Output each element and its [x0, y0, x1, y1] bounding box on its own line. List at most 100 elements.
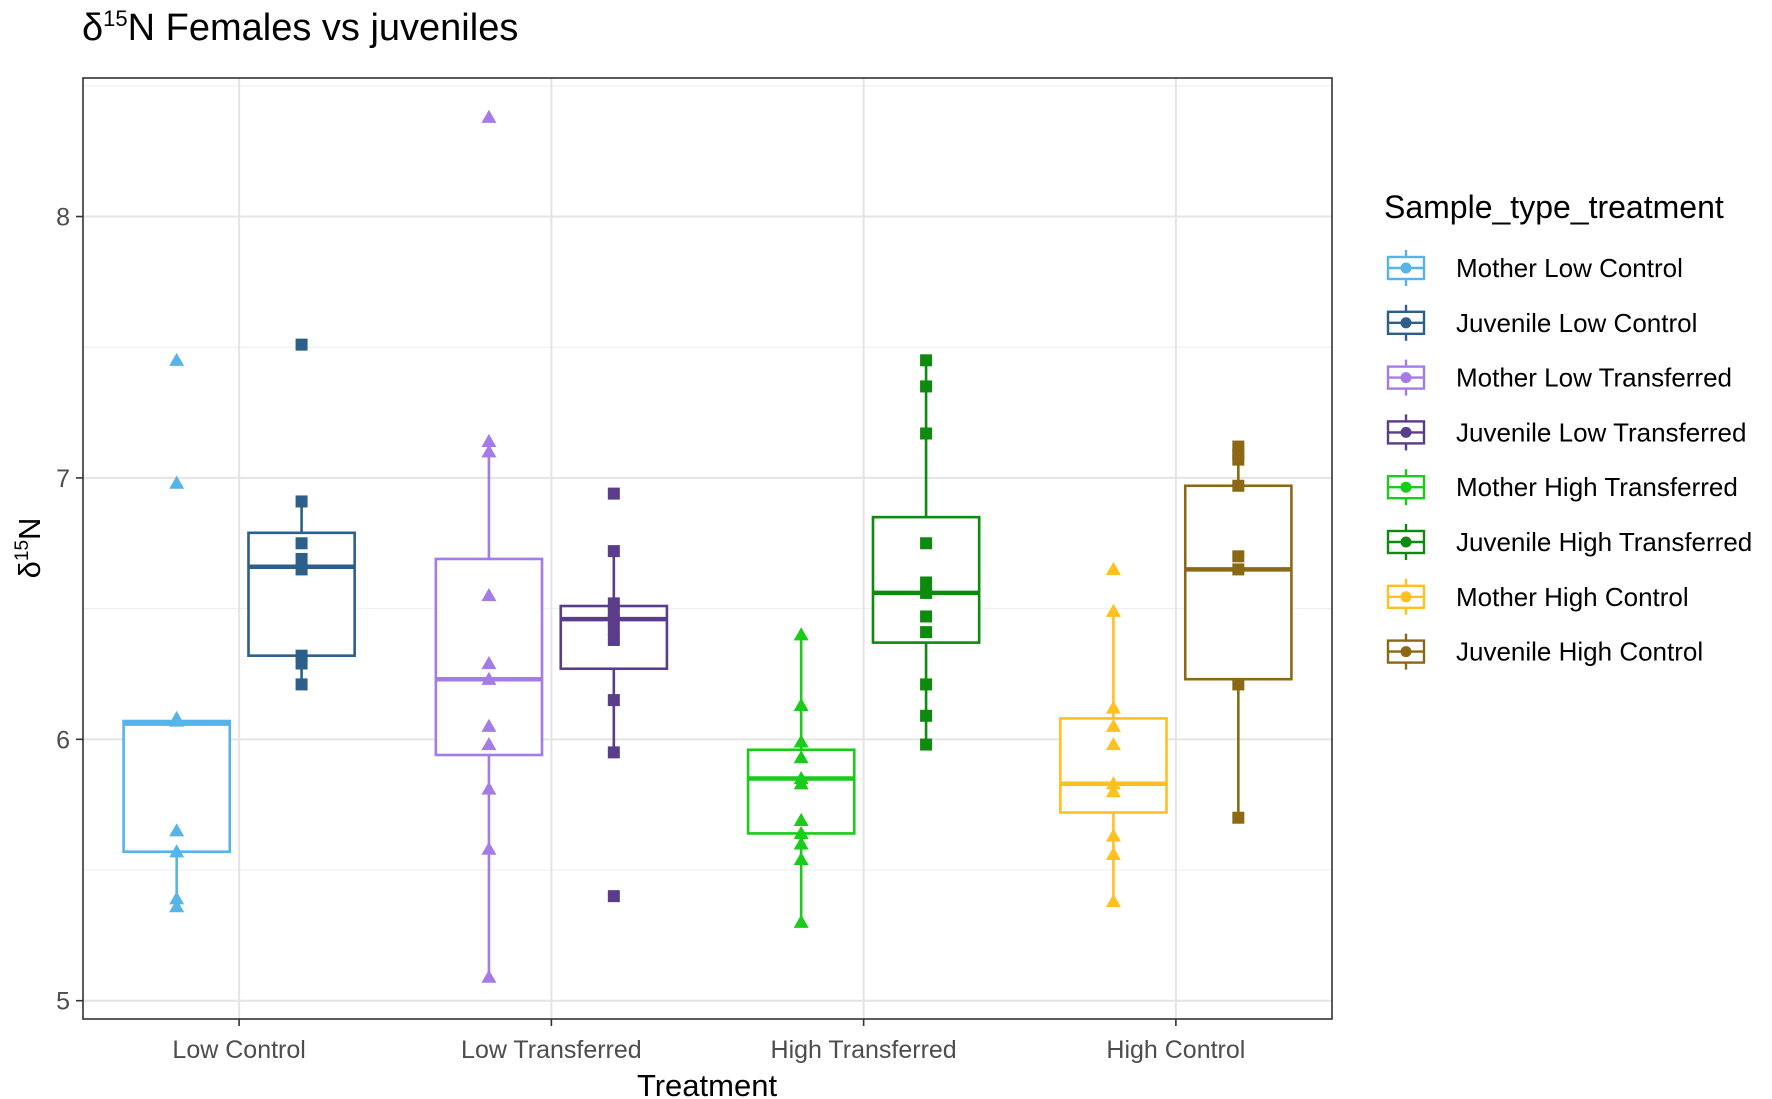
legend-label: Mother High Transferred: [1456, 472, 1738, 502]
legend-key-dot: [1400, 372, 1412, 384]
data-point: [481, 656, 497, 670]
y-tick-label: 5: [56, 988, 70, 1016]
legend-key-dot: [1400, 426, 1412, 438]
data-point: [169, 844, 185, 858]
data-point: [607, 746, 620, 759]
data-point: [481, 781, 497, 795]
data-point: [481, 433, 497, 447]
chart-title-delta: δ: [82, 7, 103, 49]
point-layer: [169, 109, 1245, 983]
data-point: [920, 537, 933, 550]
data-point: [607, 694, 620, 707]
data-point: [169, 713, 185, 727]
data-point: [481, 841, 497, 855]
y-tick-label: 8: [56, 204, 70, 232]
legend-key-dot: [1400, 481, 1412, 493]
x-tick-label: High Control: [1106, 1036, 1245, 1064]
data-point: [793, 776, 809, 790]
data-point: [607, 623, 620, 636]
y-axis-title-superscript: 15: [12, 540, 33, 561]
chart-title-superscript: 15: [103, 6, 127, 31]
data-point: [607, 487, 620, 500]
plot-panel-border: [82, 77, 1333, 1020]
data-point: [295, 495, 308, 508]
data-point: [920, 738, 933, 751]
data-point: [1232, 678, 1245, 691]
box-iqr: [1059, 717, 1168, 814]
legend-label: Juvenile High Transferred: [1456, 527, 1752, 557]
data-point: [1105, 603, 1121, 617]
data-point: [793, 697, 809, 711]
data-point: [481, 444, 497, 458]
legend-label: Mother Low Transferred: [1456, 363, 1732, 393]
data-point: [607, 613, 620, 626]
x-tick-label: High Transferred: [771, 1036, 957, 1064]
legend-key-dot: [1400, 317, 1412, 329]
data-point: [481, 588, 497, 602]
data-point: [1105, 737, 1121, 751]
legend-key-dot: [1400, 262, 1412, 274]
y-tick-label: 7: [56, 465, 70, 493]
data-point: [295, 552, 308, 565]
data-point: [793, 734, 809, 748]
data-point: [1105, 718, 1121, 732]
data-point: [1105, 846, 1121, 860]
data-point: [1105, 828, 1121, 842]
svg-text:δ15N: δ15N: [12, 518, 47, 579]
data-point: [1232, 550, 1245, 563]
data-point: [169, 475, 185, 489]
data-point: [481, 718, 497, 732]
data-point: [169, 352, 185, 366]
data-point: [1105, 561, 1121, 576]
legend-label: Juvenile High Control: [1456, 637, 1703, 667]
data-point: [295, 537, 308, 550]
data-point: [920, 354, 933, 367]
data-point: [481, 671, 497, 685]
data-point: [481, 109, 497, 123]
x-axis-title: Treatment: [637, 1068, 778, 1099]
legend-label: Juvenile Low Control: [1456, 308, 1697, 338]
legend-key-dot: [1400, 536, 1412, 548]
data-point: [295, 678, 308, 691]
data-point: [920, 626, 933, 639]
legend-key-dot: [1400, 591, 1412, 603]
data-point: [169, 891, 185, 905]
data-point: [607, 633, 620, 646]
data-point: [793, 812, 809, 826]
data-point: [607, 597, 620, 610]
axes: 5 6 7 8 Low Control Low Transferred High Trans…: [56, 204, 1245, 1064]
y-axis-title: δ15N: [12, 518, 47, 579]
legend-label: Mother Low Control: [1456, 253, 1683, 283]
data-point: [1105, 776, 1121, 790]
data-point: [793, 750, 809, 764]
data-point: [793, 914, 809, 928]
data-point: [169, 823, 185, 837]
chart-title: δ15N Females vs juveniles: [82, 6, 518, 49]
data-point: [1105, 700, 1121, 714]
data-point: [920, 427, 933, 440]
legend: Mother Low Control Juvenile Low Control Mo…: [1386, 250, 1752, 670]
box-iqr: [247, 531, 356, 657]
data-point: [920, 586, 933, 599]
data-point: [1232, 563, 1245, 576]
y-tick-label: 6: [56, 726, 70, 754]
data-point: [1232, 811, 1245, 824]
data-point: [920, 380, 933, 393]
data-point: [1105, 784, 1121, 798]
x-tick-label: Low Transferred: [461, 1036, 642, 1064]
data-point: [1105, 893, 1121, 907]
y-axis-title-text: N: [12, 518, 47, 540]
legend-label: Juvenile Low Transferred: [1456, 417, 1746, 447]
chart-title-text: N Females vs juveniles: [128, 7, 519, 49]
x-tick-label: Low Control: [172, 1036, 305, 1064]
data-point: [1232, 479, 1245, 492]
data-point: [481, 969, 497, 983]
data-point: [793, 627, 809, 641]
data-point: [920, 678, 933, 691]
legend-label: Mother High Control: [1456, 582, 1689, 612]
data-point: [793, 825, 809, 840]
data-point: [1232, 453, 1245, 466]
data-point: [607, 545, 620, 558]
data-point: [793, 836, 809, 850]
